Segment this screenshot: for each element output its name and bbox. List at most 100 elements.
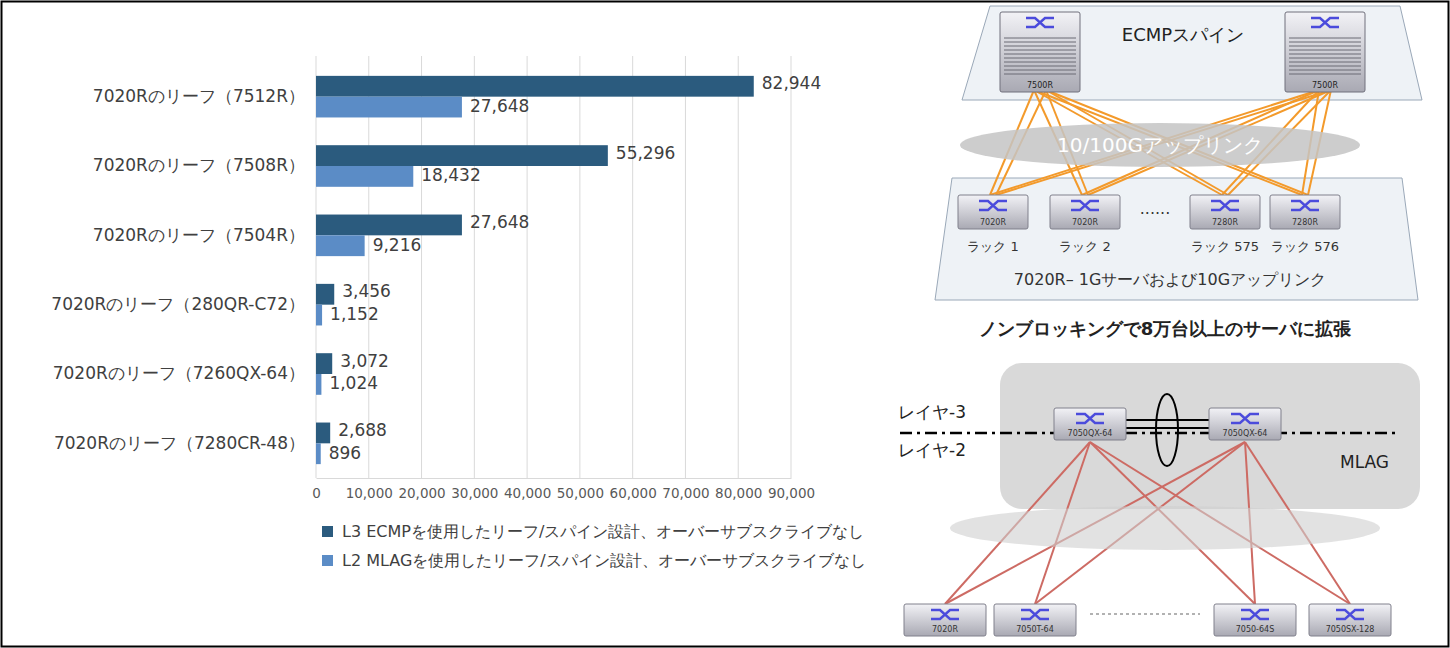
chart-canvas: 0 10,000 20,000 30,000 40,000 50,000 60,000 70,… bbox=[0, 0, 1450, 648]
switch-body bbox=[1214, 604, 1296, 636]
switch: 7020R bbox=[904, 604, 986, 636]
switch-body bbox=[958, 195, 1028, 229]
switch-icon bbox=[1076, 414, 1104, 423]
uplink-label: 10/100Gアップリンク bbox=[1057, 133, 1263, 157]
switch-icon bbox=[1071, 201, 1099, 210]
axis-line bbox=[317, 478, 792, 479]
chassis-slot bbox=[1289, 58, 1361, 59]
switch-body bbox=[1190, 195, 1260, 229]
switch-body bbox=[994, 604, 1076, 636]
switch: 7020R bbox=[1050, 195, 1120, 229]
grid-line bbox=[527, 56, 528, 478]
rack-label: ラック 1 bbox=[967, 239, 1018, 254]
ellipsis-line bbox=[1090, 613, 1200, 615]
tick: 90,000 bbox=[768, 478, 815, 501]
layer-divider bbox=[900, 432, 1395, 435]
chassis-slot bbox=[1289, 42, 1361, 43]
diagram: 10/100Gアップリンク7500R7500RECMPスパイン7020Rラック … bbox=[898, 6, 1422, 636]
bar bbox=[316, 76, 754, 97]
tick: 10,000 bbox=[346, 478, 393, 501]
legend-label: L2 MLAGを使用したリーフ/スパイン設計、オーバーサブスクライブなし bbox=[342, 551, 866, 570]
tick: 80,000 bbox=[715, 478, 762, 501]
switch: 7280R bbox=[1190, 195, 1260, 229]
chassis-slot bbox=[1004, 50, 1076, 51]
tick-label: 90,000 bbox=[768, 485, 815, 501]
bar bbox=[316, 353, 332, 374]
tick-label: 10,000 bbox=[346, 485, 393, 501]
chassis: 7500R bbox=[1285, 12, 1365, 92]
leaf-caption: 7020R– 1Gサーバおよび10Gアップリンク bbox=[1014, 270, 1326, 289]
data-label: 27,648 bbox=[470, 212, 529, 232]
link-ellipse bbox=[950, 506, 1380, 550]
tick-label: 30,000 bbox=[451, 485, 498, 501]
chassis-body bbox=[1285, 12, 1365, 92]
legend-label: L3 ECMPを使用したリーフ/スパイン設計、オーバーサブスクライブなし bbox=[342, 522, 864, 541]
layer-label: レイヤ-3 bbox=[898, 402, 966, 422]
chassis-body bbox=[1000, 12, 1080, 92]
switch-icon bbox=[1026, 18, 1054, 27]
grid-line bbox=[368, 56, 369, 478]
switch-body bbox=[904, 604, 986, 636]
tick-label: 20,000 bbox=[398, 485, 445, 501]
chassis-slot bbox=[1004, 42, 1076, 43]
data-label: 2,688 bbox=[338, 420, 387, 440]
data-label: 1,152 bbox=[330, 304, 379, 324]
switch: 7280R bbox=[1270, 195, 1340, 229]
category-axis: 7020Rのリーフ（7512R） 7020Rのリーフ（7508R） 7020Rのリー… bbox=[51, 86, 316, 453]
data-label: 18,432 bbox=[421, 165, 480, 185]
bar bbox=[316, 443, 321, 464]
switch-icon bbox=[1241, 610, 1269, 619]
headline: ノンブロッキングで8万台以上のサーバに拡張 bbox=[979, 318, 1353, 339]
rack-label: ラック 575 bbox=[1191, 239, 1259, 254]
bar bbox=[316, 97, 462, 118]
tick-label: 40,000 bbox=[504, 485, 551, 501]
data-label: 3,072 bbox=[340, 351, 389, 371]
tick: 7020Rのリーフ（7504R） bbox=[93, 225, 316, 245]
legend-swatch bbox=[322, 526, 333, 537]
bar bbox=[316, 215, 462, 236]
data-label: 27,648 bbox=[470, 96, 529, 116]
grid-line bbox=[791, 56, 792, 478]
tick: 7020Rのリーフ（7260QX-64） bbox=[53, 363, 316, 383]
tick-label: 60,000 bbox=[610, 485, 657, 501]
legend-swatch bbox=[322, 555, 333, 566]
peer-link bbox=[1125, 419, 1210, 421]
category-label: 7020Rのリーフ（7512R） bbox=[93, 86, 305, 106]
bar bbox=[316, 235, 365, 256]
category-label: 7020Rのリーフ（7508R） bbox=[93, 155, 305, 175]
mlag-label: MLAG bbox=[1340, 452, 1389, 472]
switch-body bbox=[1209, 408, 1281, 440]
switch: 7050QX-64 bbox=[1054, 408, 1126, 440]
grid-line bbox=[421, 56, 422, 478]
switch-label: 7280R bbox=[1292, 218, 1318, 227]
switch-icon bbox=[931, 610, 959, 619]
chassis-slot bbox=[1289, 50, 1361, 51]
tick-label: 0 bbox=[312, 485, 321, 501]
chassis-slot bbox=[1289, 74, 1361, 75]
chassis-slot bbox=[1289, 62, 1361, 63]
switch-body bbox=[1309, 604, 1391, 636]
uplink-line bbox=[1034, 90, 1302, 195]
legend: L3 ECMPを使用したリーフ/スパイン設計、オーバーサブスクライブなし L2 M… bbox=[322, 522, 866, 570]
layer-label: レイヤ-2 bbox=[898, 440, 966, 460]
switch-label: 7050QX-64 bbox=[1068, 429, 1113, 438]
switch-label: 7050-64S bbox=[1236, 625, 1275, 634]
switch-label: 7050QX-64 bbox=[1223, 429, 1268, 438]
switch-icon bbox=[1336, 610, 1364, 619]
data-label: 82,944 bbox=[762, 73, 821, 93]
tick: 50,000 bbox=[557, 478, 604, 501]
bar bbox=[316, 423, 330, 444]
category-label: 7020Rのリーフ（7280CR-48） bbox=[54, 433, 305, 453]
tick: 40,000 bbox=[504, 478, 551, 501]
tick: 7020Rのリーフ（7512R） bbox=[93, 86, 316, 106]
switch: 7050T-64 bbox=[994, 604, 1076, 636]
rack-label: ラック 2 bbox=[1059, 239, 1110, 254]
spine-panel bbox=[962, 6, 1422, 100]
peer-link bbox=[1125, 427, 1210, 429]
tick: 7020Rのリーフ（7280CR-48） bbox=[54, 433, 316, 453]
switch-body bbox=[1054, 408, 1126, 440]
switch: 7050SX-128 bbox=[1309, 604, 1391, 636]
tick-label: 80,000 bbox=[715, 485, 762, 501]
chassis-slot bbox=[1004, 66, 1076, 67]
tick-label: 70,000 bbox=[662, 485, 709, 501]
